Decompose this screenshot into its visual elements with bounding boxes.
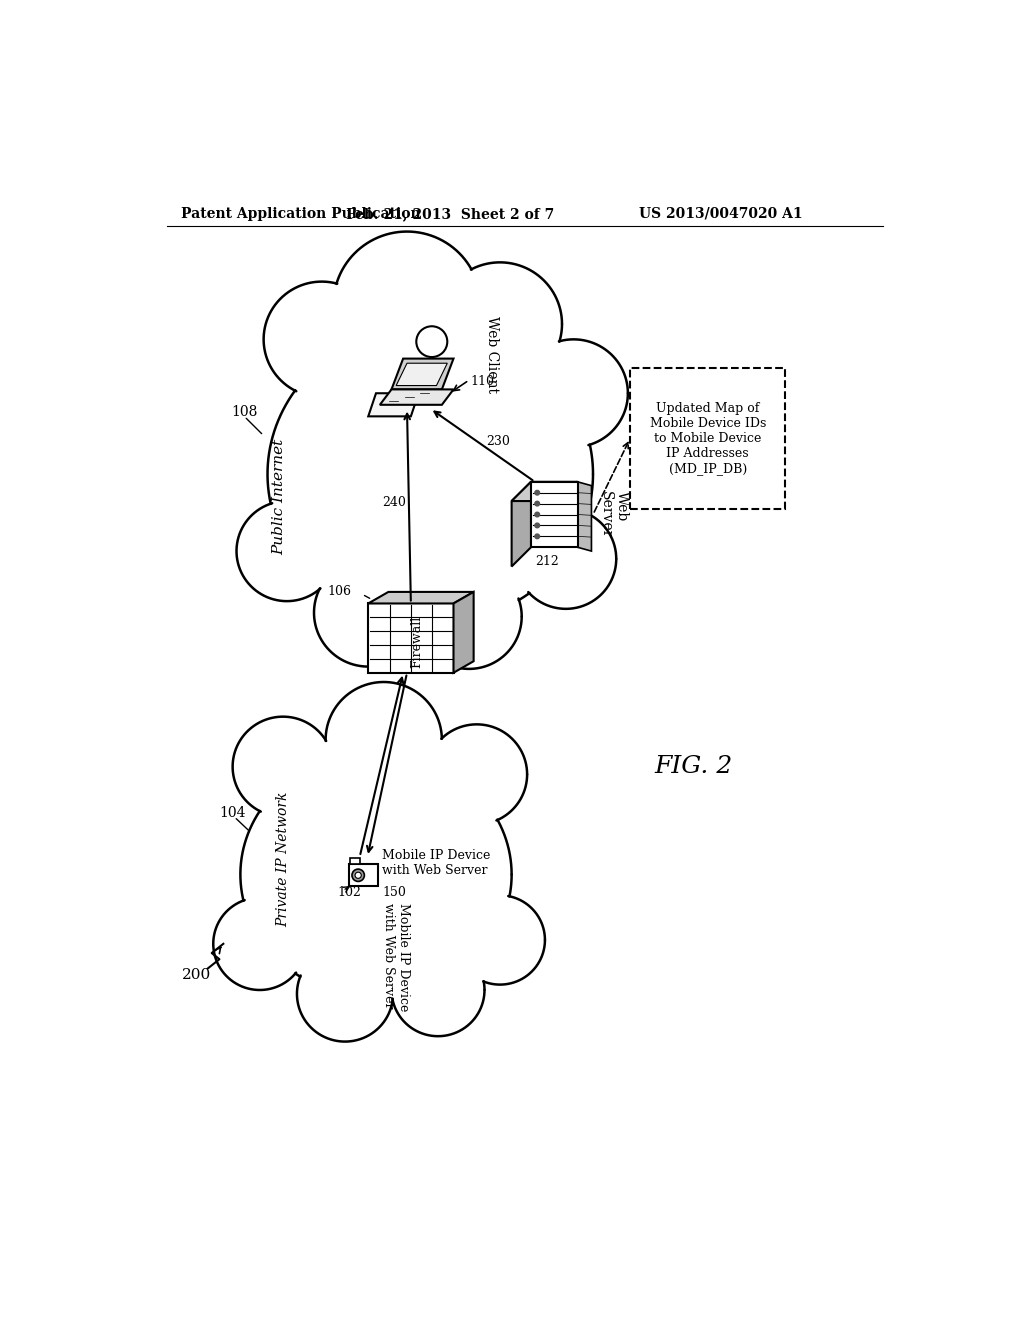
- Circle shape: [213, 898, 306, 990]
- Circle shape: [438, 263, 562, 385]
- Text: Firewall: Firewall: [411, 616, 424, 668]
- Circle shape: [535, 535, 540, 539]
- Text: 102: 102: [337, 886, 361, 899]
- Circle shape: [519, 339, 628, 447]
- Circle shape: [515, 508, 616, 609]
- Text: 230: 230: [486, 436, 510, 449]
- Polygon shape: [380, 389, 454, 405]
- Text: 150: 150: [382, 886, 407, 899]
- Polygon shape: [396, 363, 447, 385]
- Circle shape: [535, 491, 540, 495]
- Text: Private IP Network: Private IP Network: [276, 792, 290, 927]
- Text: Feb. 21, 2013  Sheet 2 of 7: Feb. 21, 2013 Sheet 2 of 7: [345, 207, 554, 220]
- Text: Mobile IP Device
with Web Server: Mobile IP Device with Web Server: [382, 849, 490, 876]
- Polygon shape: [578, 482, 592, 552]
- Polygon shape: [349, 865, 378, 886]
- Circle shape: [417, 326, 447, 358]
- Text: 106: 106: [328, 585, 351, 598]
- Text: Web Client: Web Client: [484, 317, 499, 393]
- Circle shape: [426, 725, 527, 825]
- Text: 240: 240: [382, 496, 406, 510]
- Text: 200: 200: [181, 968, 211, 982]
- Circle shape: [334, 231, 480, 378]
- Circle shape: [352, 869, 365, 882]
- Circle shape: [391, 944, 484, 1036]
- Circle shape: [535, 523, 540, 528]
- Text: Web
Server: Web Server: [599, 491, 630, 539]
- Text: 108: 108: [231, 405, 257, 420]
- Text: 212: 212: [535, 554, 559, 568]
- Polygon shape: [512, 482, 531, 566]
- Polygon shape: [531, 482, 578, 548]
- Polygon shape: [512, 482, 578, 502]
- Circle shape: [314, 558, 423, 667]
- Circle shape: [263, 281, 380, 397]
- Polygon shape: [391, 359, 454, 389]
- Ellipse shape: [241, 751, 512, 998]
- Circle shape: [417, 564, 521, 669]
- Text: Updated Map of
Mobile Device IDs
to Mobile Device
IP Addresses
(MD_IP_DB): Updated Map of Mobile Device IDs to Mobi…: [649, 401, 766, 475]
- Text: FIG. 2: FIG. 2: [654, 755, 733, 779]
- Circle shape: [297, 946, 393, 1041]
- Text: Public Internet: Public Internet: [272, 440, 286, 556]
- Circle shape: [355, 873, 361, 878]
- Circle shape: [237, 502, 337, 601]
- Text: US 2013/0047020 A1: US 2013/0047020 A1: [639, 207, 802, 220]
- Text: 110: 110: [471, 375, 495, 388]
- Polygon shape: [369, 603, 454, 673]
- Polygon shape: [350, 858, 359, 865]
- Circle shape: [535, 512, 540, 517]
- Text: Mobile IP Device
with Web Server: Mobile IP Device with Web Server: [382, 903, 411, 1011]
- Ellipse shape: [267, 323, 593, 624]
- Text: 104: 104: [219, 807, 246, 820]
- Polygon shape: [369, 591, 474, 603]
- Polygon shape: [369, 393, 419, 416]
- Polygon shape: [454, 591, 474, 673]
- Text: Patent Application Publication: Patent Application Publication: [180, 207, 420, 220]
- Circle shape: [455, 895, 545, 985]
- Circle shape: [535, 502, 540, 506]
- Circle shape: [326, 682, 442, 797]
- FancyBboxPatch shape: [630, 368, 785, 508]
- Circle shape: [232, 717, 334, 817]
